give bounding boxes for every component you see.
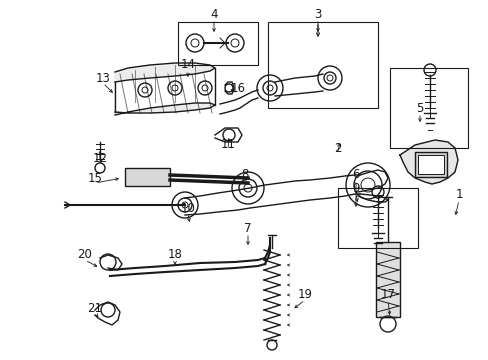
Bar: [414, 152, 446, 177]
Text: 21: 21: [87, 302, 102, 315]
Bar: [389, 68, 467, 148]
Text: 6: 6: [351, 168, 359, 181]
Text: 12: 12: [92, 152, 107, 165]
Text: 16: 16: [230, 81, 245, 94]
Text: 15: 15: [87, 171, 102, 184]
Polygon shape: [115, 63, 215, 115]
Text: 17: 17: [380, 288, 395, 302]
Text: 7: 7: [244, 221, 251, 234]
Text: 9: 9: [351, 181, 359, 194]
Text: 1: 1: [454, 189, 462, 202]
Text: 13: 13: [95, 72, 110, 85]
Text: 5: 5: [415, 102, 423, 114]
Text: 4: 4: [210, 8, 217, 21]
Bar: [375, 242, 399, 317]
Text: 8: 8: [241, 168, 248, 181]
Polygon shape: [399, 140, 457, 184]
Text: 19: 19: [297, 288, 312, 302]
Text: 2: 2: [334, 141, 341, 154]
Text: 11: 11: [220, 139, 235, 152]
Text: 14: 14: [180, 58, 195, 72]
Bar: [178, 22, 258, 65]
Text: 10: 10: [180, 202, 195, 215]
Bar: [337, 188, 417, 248]
Bar: [267, 22, 377, 108]
Text: 18: 18: [167, 248, 182, 261]
Text: 3: 3: [314, 8, 321, 21]
Bar: [417, 155, 443, 174]
Bar: [125, 168, 170, 186]
Text: 20: 20: [78, 248, 92, 261]
